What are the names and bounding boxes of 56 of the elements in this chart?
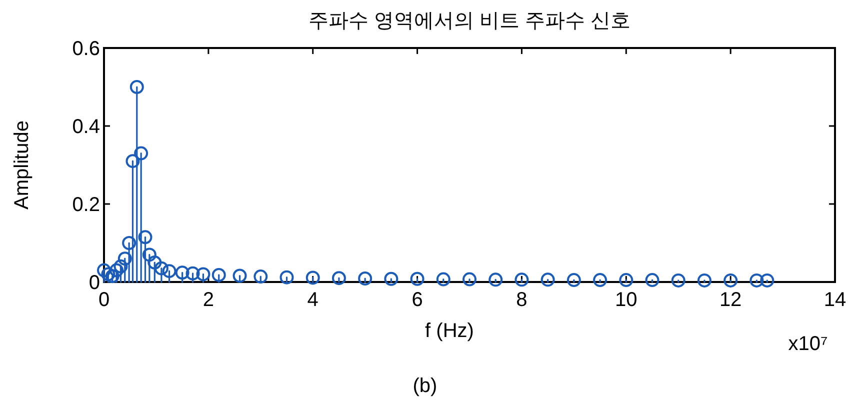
point <box>130 80 144 94</box>
x-axis-title: f (Hz) <box>425 320 474 342</box>
point <box>724 273 738 288</box>
y-tick-label: 0.4 <box>72 116 100 138</box>
x-tick-label: 8 <box>516 289 528 311</box>
y-tick-label: 0 <box>88 272 100 294</box>
point <box>306 270 320 285</box>
point <box>462 272 476 286</box>
point <box>138 230 152 244</box>
x-tick-label: 14 <box>824 289 846 311</box>
point <box>566 273 581 288</box>
x-tick-label: 6 <box>412 289 423 311</box>
point <box>645 273 660 288</box>
point <box>540 272 555 287</box>
point <box>760 273 774 288</box>
point <box>118 252 132 266</box>
x-tick-label: 10 <box>615 289 638 311</box>
point <box>148 256 162 270</box>
point <box>488 272 503 287</box>
point <box>232 268 247 283</box>
point <box>332 271 346 286</box>
point <box>126 154 140 168</box>
x-tick-label: 4 <box>307 289 318 311</box>
point <box>593 273 608 288</box>
point <box>280 270 294 284</box>
point <box>110 263 124 278</box>
point <box>384 272 398 286</box>
point <box>196 267 210 282</box>
point <box>175 266 190 280</box>
text: x10⁷ <box>788 333 828 355</box>
point <box>186 266 200 280</box>
point <box>142 248 156 262</box>
point <box>122 236 136 250</box>
point <box>358 271 372 286</box>
y-tick-label: 0.6 <box>72 38 100 60</box>
point <box>697 273 712 288</box>
point <box>436 272 450 286</box>
point <box>162 264 176 278</box>
x-tick-label: 12 <box>719 289 742 311</box>
text: (b) <box>412 375 438 397</box>
point <box>254 270 268 284</box>
x-tick-label: 2 <box>202 289 214 311</box>
point <box>410 272 424 286</box>
point <box>134 146 148 160</box>
point <box>101 267 116 282</box>
point <box>212 268 226 282</box>
point <box>671 273 686 288</box>
point <box>750 273 764 288</box>
chart-title: 주파수 영역에서의 비트 주파수 신호 <box>308 10 631 32</box>
point <box>514 272 529 287</box>
y-axis-title: Amplitude <box>11 120 33 210</box>
y-tick-label: 0.2 <box>72 194 100 216</box>
point <box>105 269 120 284</box>
point <box>154 261 168 276</box>
point <box>619 273 634 288</box>
point <box>114 259 128 274</box>
